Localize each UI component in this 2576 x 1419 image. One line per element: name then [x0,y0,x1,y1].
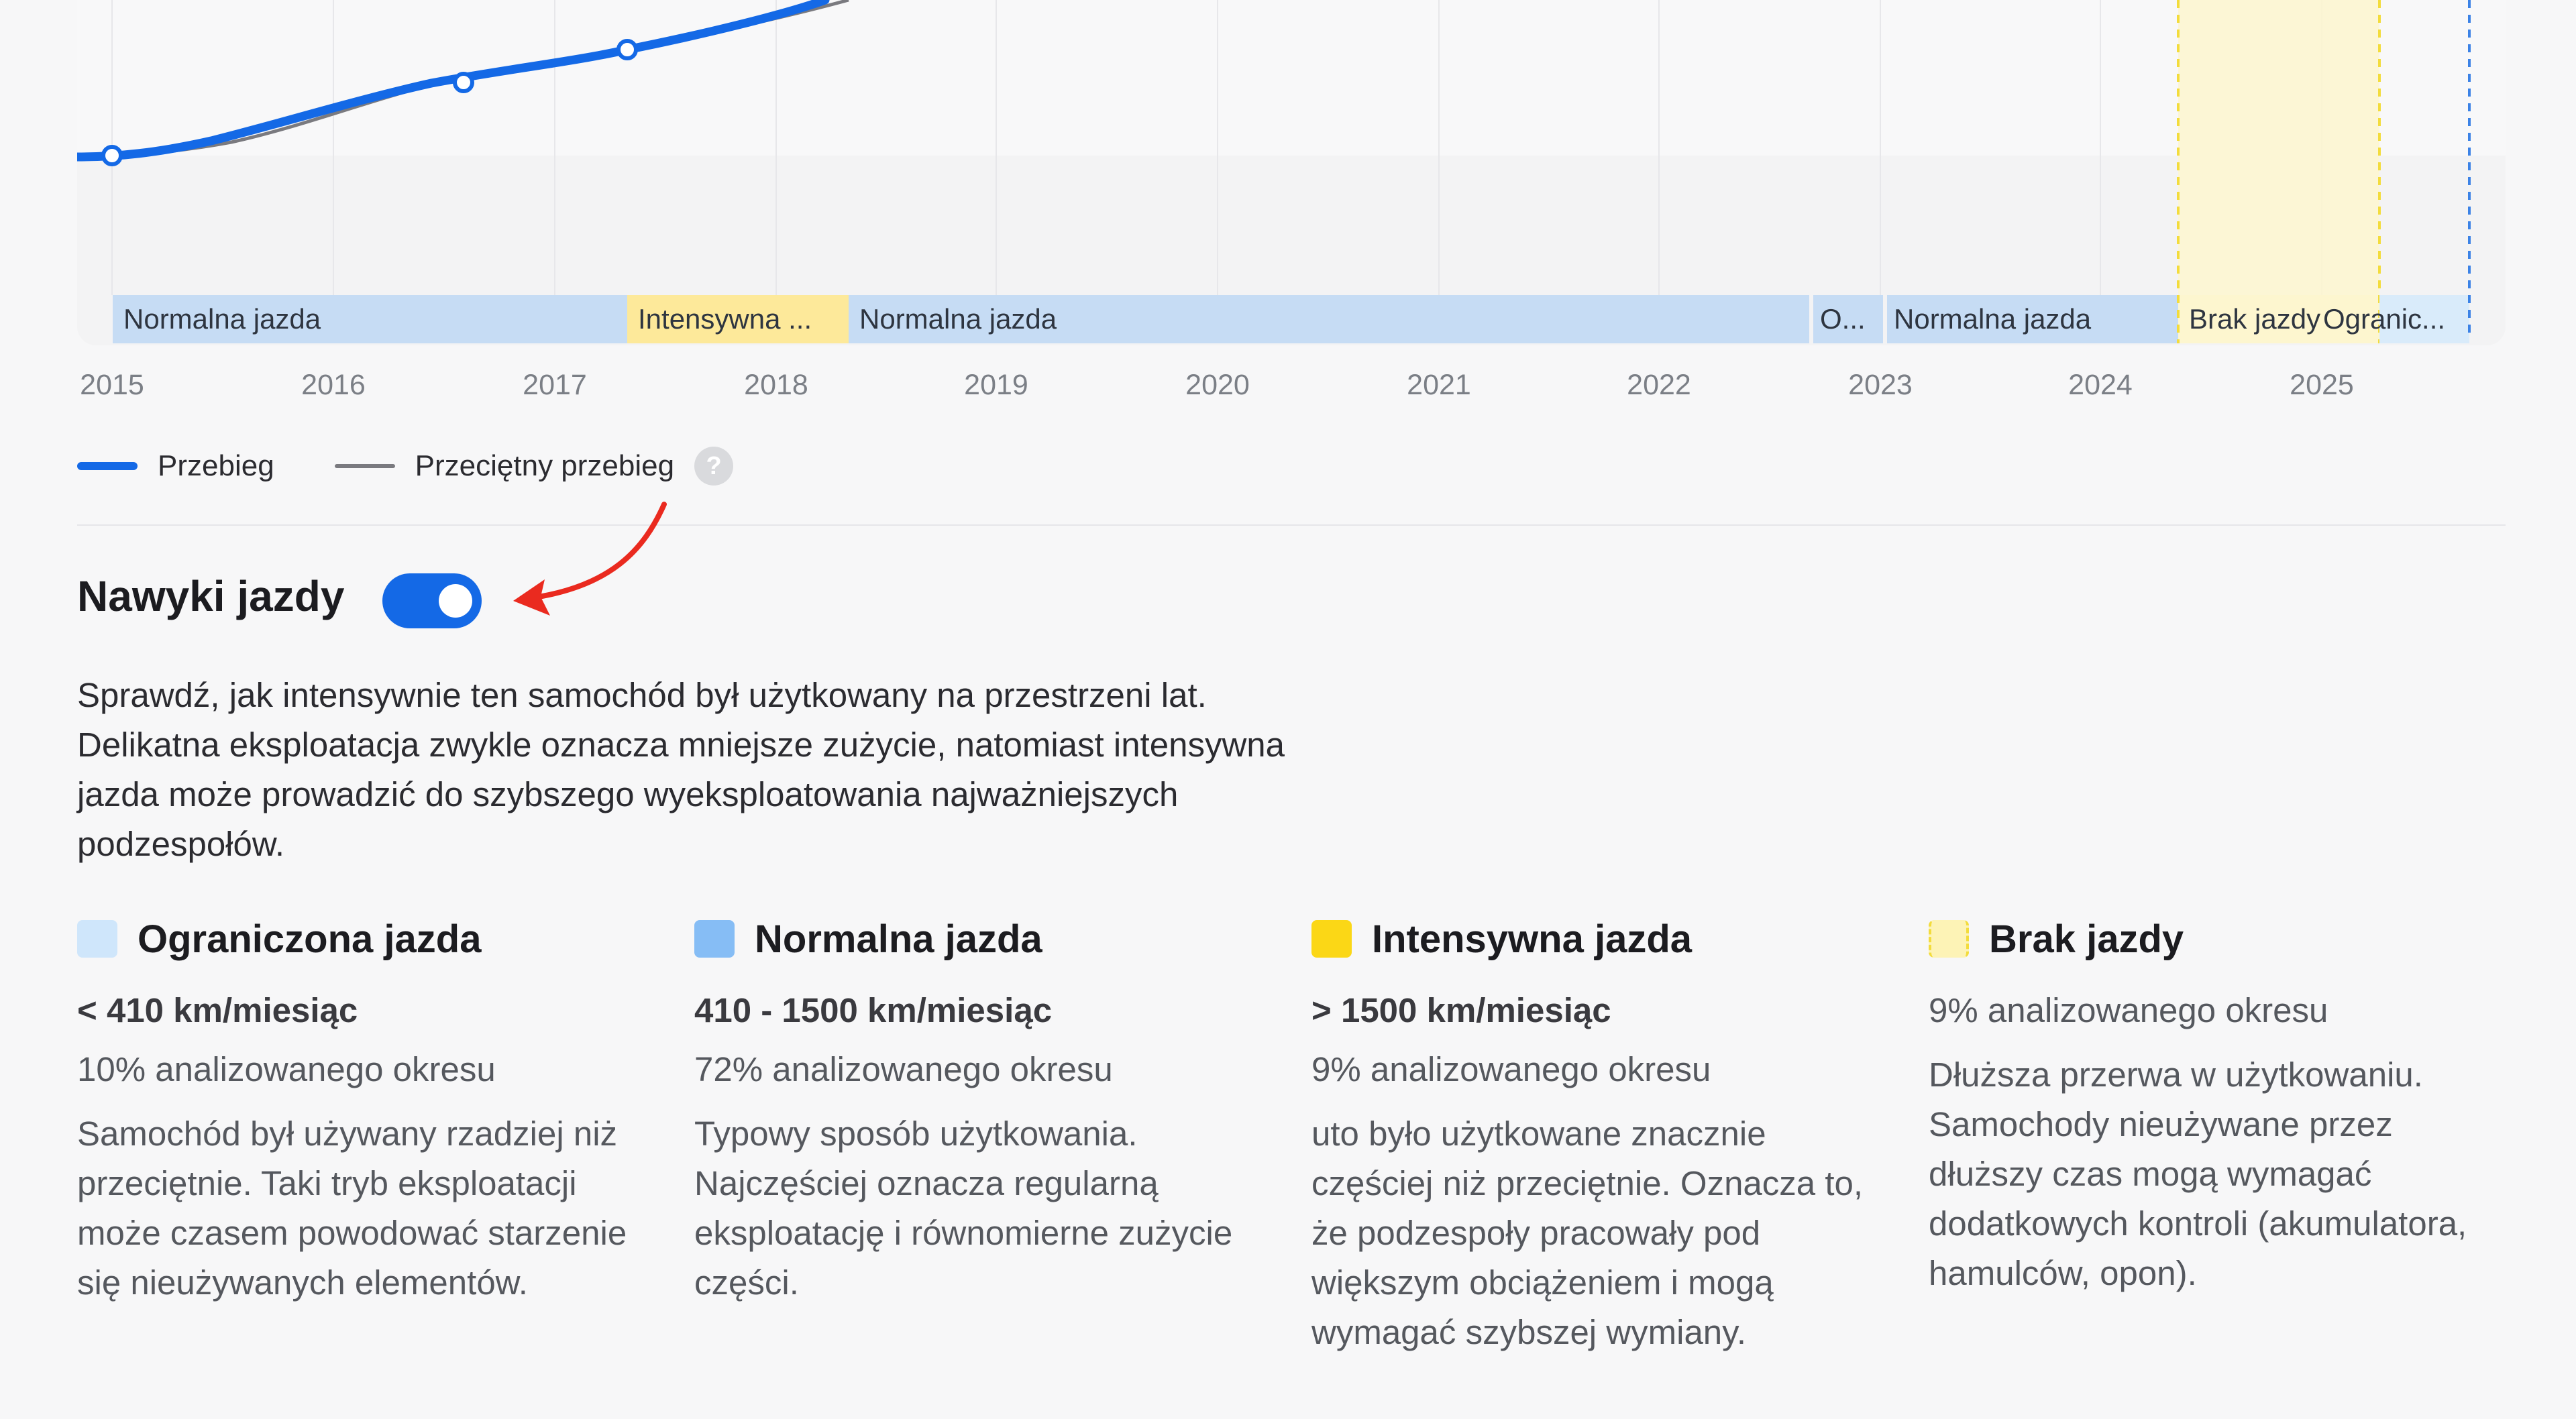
category-share: 10% analizowanego okresu [77,1050,496,1088]
category-no-driving: Brak jazdy 9% analizowanego okresu Dłużs… [1929,912,2492,1298]
legend-average: Przeciętny przebieg ? [334,447,734,486]
category-share: 72% analizowanego okresu [694,1050,1113,1088]
segment-bar-normal[interactable] [849,295,1809,343]
legend-mileage: Przebieg [77,449,274,483]
no-driving-swatch-icon [1929,920,1969,958]
segment-bar-limited[interactable] [2379,295,2469,343]
segment-bar-normal[interactable] [1813,295,1883,343]
intense-swatch-icon [1311,920,1352,958]
driving-habits-toggle[interactable] [382,573,482,628]
year-tick: 2017 [523,369,587,401]
segment-bar-intense[interactable] [627,295,849,343]
category-range: 410 - 1500 km/miesiąc [694,991,1053,1029]
category-title: Intensywna jazda [1372,917,1693,961]
divider [77,524,2506,526]
year-tick: 2015 [80,369,144,401]
category-range: > 1500 km/miesiąc [1311,991,1611,1029]
year-tick: 2022 [1627,369,1691,401]
help-icon[interactable]: ? [694,447,734,486]
year-tick: 2016 [301,369,366,401]
mileage-line [77,0,830,162]
segment-label-normal[interactable]: Normalna jazda [1894,303,2092,335]
year-tick: 2025 [2290,369,2354,401]
year-tick: 2019 [964,369,1028,401]
limited-swatch-icon [77,920,117,958]
no-driving-band [2178,0,2379,295]
mileage-point[interactable] [453,72,474,93]
year-tick: 2020 [1185,369,1250,401]
mileage-chart-svg [77,0,2506,345]
category-share: 9% analizowanego okresu [1929,991,2328,1029]
segment-label-intense[interactable]: Intensywna ... [638,303,812,335]
legend-mileage-label: Przebieg [158,449,274,482]
mileage-point[interactable] [616,39,638,60]
segment-bar-normal[interactable] [1887,295,2178,343]
category-share: 9% analizowanego okresu [1311,1050,1711,1088]
category-normal: Normalna jazda 410 - 1500 km/miesiąc 72%… [694,912,1258,1308]
toggle-knob [439,584,472,618]
average-swatch-icon [334,464,395,468]
legend-average-label: Przeciętny przebieg [415,449,675,482]
year-tick: 2023 [1848,369,1913,401]
year-tick: 2021 [1407,369,1471,401]
segment-label-normal[interactable]: Normalna jazda [123,303,321,335]
category-description: Samochód był używany rzadziej niż przeci… [77,1115,627,1302]
section-title: Nawyki jazdy [77,572,345,620]
category-title: Brak jazdy [1989,917,2184,961]
category-range: < 410 km/miesiąc [77,991,358,1029]
section-description: Sprawdź, jak intensywnie ten samochód by… [77,676,1285,863]
segment-bar-none[interactable] [2178,295,2379,343]
segment-label-limited[interactable]: Ogranic... [2323,303,2446,335]
year-tick: 2024 [2068,369,2133,401]
segment-label-limited[interactable]: O... [1820,303,1866,335]
segment-bar-normal[interactable] [113,295,627,343]
mileage-chart: Normalna jazda Intensywna ... Normalna j… [77,0,2506,401]
normal-swatch-icon [694,920,735,958]
category-title: Normalna jazda [755,917,1042,961]
year-tick: 2018 [744,369,808,401]
annotation-arrow-icon [513,502,667,616]
segment-bars [113,0,2469,343]
segment-label-no-driving[interactable]: Brak jazdy [2189,303,2321,335]
chart-legend: Przebieg Przeciętny przebieg ? [77,443,794,490]
mileage-point[interactable] [101,145,123,166]
category-intense: Intensywna jazda > 1500 km/miesiąc 9% an… [1311,912,1875,1357]
category-title: Ograniczona jazda [138,917,482,961]
segment-label-normal[interactable]: Normalna jazda [859,303,1057,335]
category-description: uto było użytkowane znacznie częściej ni… [1311,1115,1864,1351]
category-description: Dłuższa przerwa w użytkowaniu. Samochody… [1929,1056,2467,1292]
category-description: Typowy sposób użytkowania. Najczęściej o… [694,1115,1233,1302]
category-limited: Ograniczona jazda < 410 km/miesiąc 10% a… [77,912,641,1308]
mileage-swatch-icon [77,462,138,470]
